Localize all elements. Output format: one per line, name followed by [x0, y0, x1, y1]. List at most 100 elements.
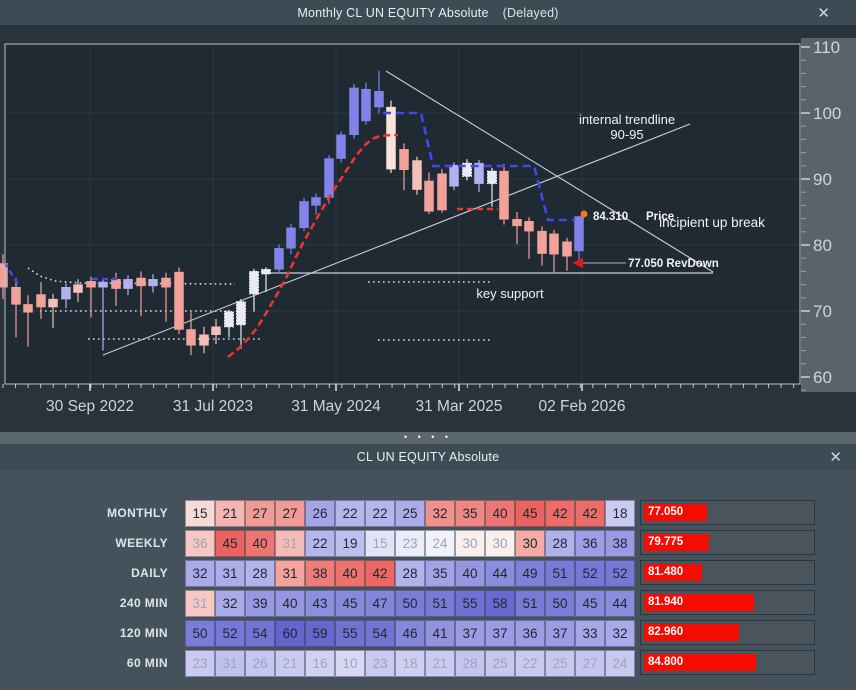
- candlestick: [449, 164, 459, 187]
- splitter-dots-icon: • • • •: [403, 431, 453, 442]
- candlestick: [361, 88, 371, 122]
- heatmap-cell: 60: [275, 620, 305, 647]
- level-value: 81.480: [648, 566, 684, 578]
- heatmap-cell: 49: [515, 560, 545, 587]
- heatmap-cell: 38: [605, 530, 635, 557]
- heatmap-cell: 24: [605, 650, 635, 677]
- candlestick: [148, 279, 158, 287]
- heatmap-cell: 44: [485, 560, 515, 587]
- heatmap-cell: 51: [545, 560, 575, 587]
- heatmap-cell: 54: [365, 620, 395, 647]
- heatmap-cell: 55: [455, 590, 485, 617]
- close-icon[interactable]: ✕: [817, 4, 830, 22]
- chart-window-titlebar[interactable]: Monthly CL UN EQUITY Absolute (Delayed) …: [0, 0, 856, 26]
- timeframe-label: WEEKLY: [115, 536, 168, 550]
- heatmap-cell: 37: [485, 620, 515, 647]
- heatmap-cell: 32: [215, 590, 245, 617]
- heatmap-cell: 36: [575, 530, 605, 557]
- heatmap-row: WEEKLY 36 45 40 31 22 19 15 23 24 30 30 30 28 36 38 79.7…: [0, 530, 856, 557]
- y-axis-label: 90: [813, 170, 832, 189]
- heatmap-cell: 40: [485, 500, 515, 527]
- level-value: 79.775: [648, 536, 684, 548]
- heatmap-cell: 18: [605, 500, 635, 527]
- heatmap-cell: 25: [485, 650, 515, 677]
- candlestick: [299, 201, 309, 229]
- candlestick: [86, 281, 96, 288]
- heatmap-cell: 28: [245, 560, 275, 587]
- heatmap-cell: 50: [395, 590, 425, 617]
- heatmap-cell: 21: [275, 650, 305, 677]
- heatmap-cell: 33: [575, 620, 605, 647]
- heatmap-cell: 40: [245, 530, 275, 557]
- candlestick: [349, 87, 359, 136]
- candlestick: [424, 180, 434, 212]
- heatmap-window-titlebar[interactable]: CL UN EQUITY Absolute ✕: [0, 444, 856, 470]
- window-splitter-handle[interactable]: • • • •: [0, 432, 856, 444]
- candlestick: [336, 134, 346, 159]
- candlestick: [261, 268, 271, 275]
- candlestick: [437, 173, 447, 211]
- candlestick: [11, 286, 21, 305]
- y-axis-label: 100: [813, 104, 841, 123]
- heatmap-cell: 31: [215, 650, 245, 677]
- heatmap-cell: 38: [305, 560, 335, 587]
- heatmap-cell: 47: [365, 590, 395, 617]
- heatmap-cell: 52: [215, 620, 245, 647]
- level-value: 84.800: [648, 656, 684, 668]
- x-axis-label: 02 Feb 2026: [538, 398, 625, 415]
- heatmap-cell: 37: [455, 620, 485, 647]
- revdown-arrow-icon: [572, 258, 583, 268]
- candlestick: [286, 227, 296, 249]
- heatmap-cell: 15: [185, 500, 215, 527]
- chart-annotation: 77.050 RevDown: [628, 258, 719, 270]
- heatmap-row: 60 MIN 23 31 26 21 16 10 23 18 21 28 25 22 25 27 24 84.8…: [0, 650, 856, 677]
- dotted-level-line: [27, 267, 236, 285]
- delayed-badge: (Delayed): [502, 5, 559, 20]
- heatmap-cell: 50: [185, 620, 215, 647]
- heatmap-cell: 30: [485, 530, 515, 557]
- level-value: 82.960: [648, 626, 684, 638]
- plot-border: [4, 43, 801, 385]
- timeframe-label: DAILY: [131, 566, 168, 580]
- heatmap-cell: 55: [335, 620, 365, 647]
- level-bar-fill: [644, 624, 739, 641]
- chart-annotation: incipient up break: [659, 215, 765, 230]
- heatmap-cell: 18: [395, 650, 425, 677]
- x-axis-label: 30 Sep 2022: [46, 398, 134, 415]
- heatmap-cell: 24: [425, 530, 455, 557]
- plot-area: [5, 44, 800, 384]
- heatmap-window-title: CL UN EQUITY Absolute: [356, 450, 500, 464]
- level-value: 81.940: [648, 596, 684, 608]
- timeframe-label: 120 MIN: [119, 626, 168, 640]
- candlestick: [199, 334, 209, 346]
- heatmap-cell: 58: [485, 590, 515, 617]
- heatmap-cell: 32: [605, 620, 635, 647]
- timeframe-label: MONTHLY: [106, 506, 168, 520]
- heatmap-cell: 43: [305, 590, 335, 617]
- heatmap-cell: 32: [185, 560, 215, 587]
- chart-annotation: Price: [646, 211, 674, 223]
- chart-window-title: Monthly CL UN EQUITY Absolute: [297, 5, 489, 20]
- candlestick: [174, 271, 184, 330]
- heatmap-cell: 40: [275, 590, 305, 617]
- close-icon[interactable]: ✕: [829, 449, 842, 466]
- candlestick: [236, 301, 246, 326]
- heatmap-cell: 22: [305, 530, 335, 557]
- level-bar-track: 81.480: [640, 560, 815, 585]
- candlestick: [73, 284, 83, 293]
- heatmap-cell: 22: [515, 650, 545, 677]
- heatmap-cell: 27: [275, 500, 305, 527]
- timeframe-label: 240 MIN: [119, 596, 168, 610]
- candlestick: [462, 162, 472, 177]
- y-axis-strip: [801, 38, 856, 392]
- level-value: 77.050: [648, 506, 684, 518]
- heatmap-cell: 45: [575, 590, 605, 617]
- chart-annotation: internal trendline: [579, 112, 675, 127]
- heatmap-cell: 19: [335, 530, 365, 557]
- y-axis-label: 70: [813, 302, 832, 321]
- heatmap-cell: 27: [245, 500, 275, 527]
- level-bar-track: 79.775: [640, 530, 815, 555]
- candlestick: [211, 326, 221, 336]
- heatmap-cell: 54: [245, 620, 275, 647]
